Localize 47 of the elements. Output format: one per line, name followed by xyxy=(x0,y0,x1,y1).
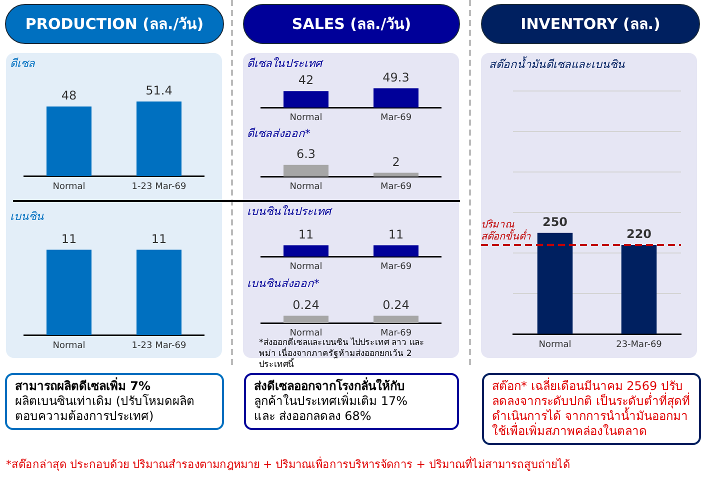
data-label: 220 xyxy=(626,227,652,242)
x-tick-label: Normal xyxy=(290,262,322,272)
x-tick-label: Normal xyxy=(52,182,86,192)
x-tick-label: 23-Mar-69 xyxy=(616,340,662,350)
data-label: 11 xyxy=(61,232,77,246)
chart-subtitle: สต๊อกน้ำมันดีเซลและเบนซิน xyxy=(488,57,626,73)
x-tick-label: Mar-69 xyxy=(380,182,412,192)
x-tick-label: Normal xyxy=(52,340,86,351)
chart-subtitle: ดีเซล xyxy=(9,57,36,71)
x-tick-label: Mar-69 xyxy=(380,113,412,124)
text: สามารถผลิตดีเซลเพิ่ม 7% xyxy=(15,379,152,394)
chart-subtitle: เบนซินในประเทศ xyxy=(246,205,334,218)
x-tick-label: Normal xyxy=(538,340,572,350)
data-label: 49.3 xyxy=(382,70,410,84)
text: และ ส่งออกลดลง 68% xyxy=(254,409,372,424)
chart-subtitle: ดีเซลในประเทศ xyxy=(246,57,324,70)
text: ลูกค้าในประเทศเพิ่มเติม 17% xyxy=(254,394,408,409)
ref-line-label: ปริมาณ สต๊อกขั้นต่ำ xyxy=(481,218,531,243)
x-tick-label: Mar-69 xyxy=(380,328,412,339)
data-label: 11 xyxy=(298,227,314,242)
data-label: 250 xyxy=(542,214,568,229)
chart-title: PRODUCTION (ลล./วัน) xyxy=(5,4,224,44)
data-label: 6.3 xyxy=(296,146,316,161)
data-label: 2 xyxy=(392,154,400,169)
chart-title: SALES (ลล./วัน) xyxy=(243,4,460,44)
x-tick-label: Normal xyxy=(290,182,322,192)
data-label: 11 xyxy=(388,227,404,242)
chart-subtitle: เบนซินส่งออก* xyxy=(246,277,320,290)
x-tick-label: 1-23 Mar-69 xyxy=(132,340,186,351)
x-tick-label: 1-23 Mar-69 xyxy=(132,182,186,192)
data-label: 0.24 xyxy=(382,298,410,312)
text: ผลิตเบนซินเท่าเดิม (ปรับโหมดผลิตตอบความต้องการประเทศ) xyxy=(15,394,196,424)
text: ส่งดีเซลออกจากโรงกลั่นให้กับ xyxy=(254,379,406,393)
data-label: 11 xyxy=(151,232,167,246)
x-tick-label: Mar-69 xyxy=(380,262,412,272)
chart-title: INVENTORY (ลล.) xyxy=(481,4,700,44)
text: สต๊อก* เฉลี่ยเดือนมีนาคม 2569 ปรับลดลงจากระดับปกติ เป็นระดับต่ำที่สุดที่ดำเนินการได้ จากการนำน้ำมันออกมาใช้เพื่อเพิ่มสภาพคล่องในตลาด xyxy=(492,379,691,439)
chart-subtitle: ดีเซลส่งออก* xyxy=(246,127,312,140)
x-tick-label: Normal xyxy=(290,328,322,339)
data-label: 48 xyxy=(61,88,77,103)
data-label: 42 xyxy=(298,73,314,88)
data-label: 0.24 xyxy=(292,298,320,312)
data-label: 51.4 xyxy=(146,84,172,98)
x-tick-label: Normal xyxy=(290,113,322,124)
text: *สต๊อกล่าสุด ประกอบด้วย ปริมาณสำรองตามกฎหมาย + ปริมาณเพื่อการบริหารจัดการ + ปริมาณที่ไม่สามารถสูบถ่ายได้ xyxy=(6,458,706,472)
chart-subtitle: เบนซิน xyxy=(9,210,45,224)
text: *ส่งออกดีเซลและเบนซิน ไปประเทศ ลาว และ พม่า เนื่องจากภาครัฐห้ามส่งออกยกเว้น 2 ประเทศนี้ xyxy=(258,338,426,371)
